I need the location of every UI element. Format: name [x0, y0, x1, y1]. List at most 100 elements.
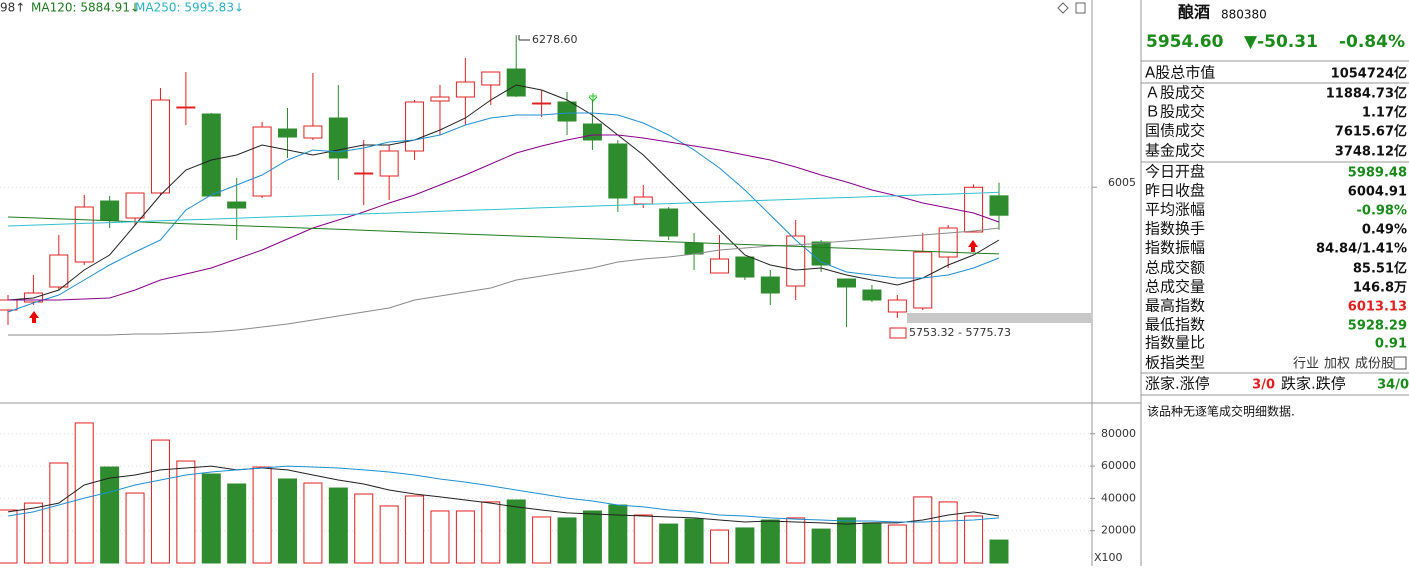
volume-bar — [430, 510, 450, 564]
volume-bar — [557, 517, 577, 564]
row-value: 0.91 — [1375, 337, 1407, 352]
index-code: 880380 — [1221, 8, 1267, 22]
candle-body — [100, 200, 120, 221]
candle-body — [201, 113, 221, 197]
header-ma: 98↑ — [0, 1, 25, 15]
volume-bar — [252, 466, 272, 564]
volume-bar — [659, 523, 679, 564]
volume-bar — [582, 510, 602, 564]
candle-body — [659, 208, 679, 237]
row-value: -0.98% — [1357, 204, 1408, 219]
candle-body — [506, 68, 526, 97]
volume-bar — [125, 492, 145, 564]
row-label: 国债成交 — [1145, 122, 1205, 140]
icon-square[interactable] — [1075, 2, 1086, 14]
volume-bar — [608, 504, 628, 564]
candle-body — [684, 242, 704, 255]
type-option[interactable]: 行业 — [1293, 357, 1319, 372]
candle-body — [303, 125, 323, 139]
candle-body — [608, 143, 628, 199]
volume-bar — [964, 515, 984, 564]
candle-body — [887, 299, 907, 313]
candle-body — [125, 192, 145, 219]
candle-body — [278, 128, 298, 138]
volume-bar — [938, 501, 958, 564]
highlight-band — [907, 313, 1091, 323]
y-tick-label: 40000 — [1101, 491, 1136, 504]
row-label: 总成交额 — [1145, 259, 1205, 277]
volume-bar — [735, 527, 755, 564]
candle-body — [532, 102, 552, 105]
ma-line — [7, 216, 1000, 255]
candle-body — [379, 150, 399, 177]
volume-bar — [354, 493, 374, 564]
candle-body — [481, 71, 501, 86]
row-value: 7615.67亿 — [1335, 124, 1407, 140]
header-ma250: MA250: 5995.83↓ — [135, 1, 244, 15]
high-annotation: 6278.60 — [532, 33, 578, 46]
type-icon[interactable] — [1393, 356, 1407, 370]
ma-line — [7, 465, 1000, 525]
row-label: 今日开盘 — [1145, 163, 1205, 181]
ma-line — [7, 112, 1000, 313]
row-value: 11884.73亿 — [1326, 86, 1407, 102]
row-label: 指数振幅 — [1145, 239, 1205, 257]
info-panel: 酿酒 880380 5954.60 ▼-50.31 -0.84% 板指类型 行业… — [1141, 3, 1409, 419]
y-tick-label: 80000 — [1101, 427, 1136, 440]
up-label: 涨家.涨停 — [1145, 375, 1210, 393]
type-option[interactable]: 加权 — [1324, 356, 1350, 372]
candle-body — [964, 186, 984, 233]
row-value: 5989.48 — [1348, 166, 1407, 181]
volume-bar — [913, 496, 933, 564]
change-pct: -0.84% — [1339, 32, 1405, 52]
ma-line — [7, 191, 1000, 227]
candle-body — [405, 101, 425, 152]
volume-bar — [278, 478, 298, 564]
candle-body — [74, 206, 94, 263]
row-label: 指数量比 — [1145, 334, 1205, 352]
up-value: 3/0 — [1252, 378, 1275, 393]
volume-bar — [887, 524, 907, 564]
message: 该品种无逐笔成交明细数据. — [1147, 404, 1295, 419]
candle-body — [633, 196, 653, 205]
candle-body — [328, 117, 348, 159]
candle-body — [49, 254, 69, 288]
volume-unit: X100 — [1094, 551, 1123, 564]
volume-bar — [150, 439, 170, 564]
row-label: 昨日收盘 — [1145, 182, 1205, 200]
ma-line — [7, 84, 1000, 301]
type-option[interactable]: 成份股 — [1355, 357, 1394, 372]
volume-bar — [989, 539, 1009, 564]
candle-body — [582, 123, 602, 141]
volume-bar — [709, 529, 729, 564]
buy-arrow — [29, 311, 39, 323]
low-annotation: 5753.32 - 5775.73 — [909, 326, 1011, 339]
candle-body — [0, 299, 18, 311]
volume-bar — [455, 510, 475, 564]
candle-body — [176, 106, 196, 109]
volume-bar — [227, 483, 247, 564]
row-value: 3748.12亿 — [1335, 144, 1407, 160]
volume-bar — [100, 466, 120, 564]
volume-bar — [633, 514, 653, 564]
price: 5954.60 — [1146, 32, 1224, 52]
candle-body — [354, 172, 374, 175]
icon-diamond[interactable] — [1057, 2, 1069, 14]
candle-body — [837, 278, 857, 288]
candle-body — [709, 258, 729, 274]
row-value: 84.84/1.41% — [1316, 242, 1407, 257]
volume-bar — [684, 518, 704, 564]
volume-bar — [23, 502, 43, 564]
row-value: 146.8万 — [1353, 281, 1407, 296]
volume-bar — [379, 505, 399, 564]
row-value: 6004.91 — [1348, 185, 1407, 200]
low-marker — [889, 327, 907, 339]
ma-line — [8, 134, 1000, 301]
volume-bar — [786, 517, 806, 564]
row-label: Ａ股成交 — [1145, 84, 1205, 102]
row-value: 1.17亿 — [1362, 105, 1407, 121]
volume-bar — [506, 499, 526, 564]
candle-body — [938, 227, 958, 258]
down-label: 跌家.跌停 — [1281, 375, 1346, 393]
